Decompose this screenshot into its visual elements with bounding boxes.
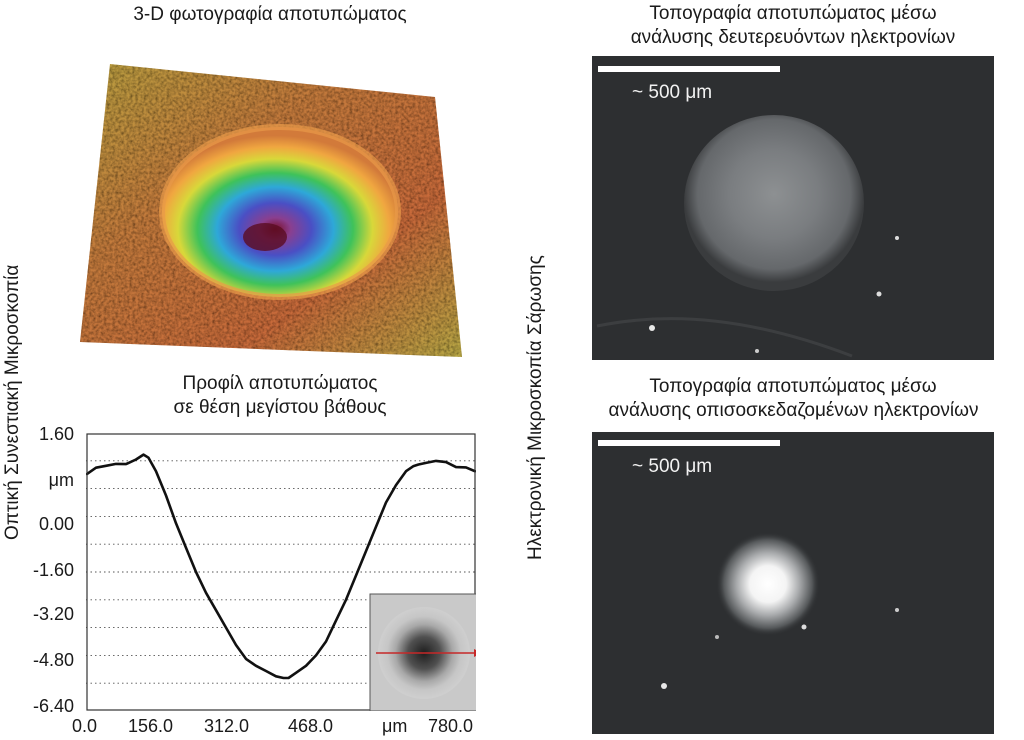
scale-label: ~ 500 μm [632,82,713,103]
photo-3d-caption: 3-D φωτογραφία αποτυπώματος [133,4,407,25]
y-tick-label: -4.80 [32,650,74,670]
sem-bottom-caption-line1: Τοπογραφία αποτυπώματος μέσω [649,376,937,397]
y-axis-unit-label: μm [48,470,74,490]
profile-line [86,453,476,680]
optical-side-label: Οπτική Συνεστιακή Μικροσκοπία [2,264,23,540]
scale-label: ~ 500 μm [632,456,713,477]
sem-top-caption-line2: ανάλυσης δευτερευόντων ηλεκτρονίων [630,27,956,48]
x-tick-label: 156.0 [128,716,174,736]
x-tick-label: 468.0 [288,716,334,736]
profile-caption-line2: σε θέση μεγίστου βάθους [173,397,387,418]
sem-top-caption-line1: Τοπογραφία αποτυπώματος μέσω [649,3,937,24]
sem-bottom-caption-line2: ανάλυσης οπισοσκεδαζομένων ηλεκτρονίων [608,400,979,421]
plot-frame [86,433,476,711]
x-tick-label: 780.0 [428,716,474,736]
scale-bar [598,440,780,446]
x-tick-label: 312.0 [204,716,250,736]
y-tick-label: -3.20 [32,604,74,624]
x-axis-unit-label: μm [382,716,408,736]
photo-3d-image [70,52,470,362]
y-tick-label: 1.60 [38,424,74,444]
profile-caption-line1: Προφίλ αποτυπώματος [182,373,378,394]
crater-3d-illustration [80,64,462,357]
x-tick-label: 0.0 [72,716,98,736]
sem-se-illustration [592,56,994,360]
y-tick-label: -1.60 [32,560,74,580]
sem-backscattered-electron-image: ~ 500 μm [592,432,994,734]
profile-chart [86,433,476,711]
scale-bar [598,66,780,72]
y-tick-label: -6.40 [32,696,74,716]
inset-top-view [370,594,476,711]
sem-side-label: Ηλεκτρονική Μικροσκοπία Σάρωσης [525,255,546,560]
sem-bse-illustration [592,432,994,734]
sem-secondary-electron-image: ~ 500 μm [592,56,994,360]
y-tick-label: 0.00 [38,514,74,534]
